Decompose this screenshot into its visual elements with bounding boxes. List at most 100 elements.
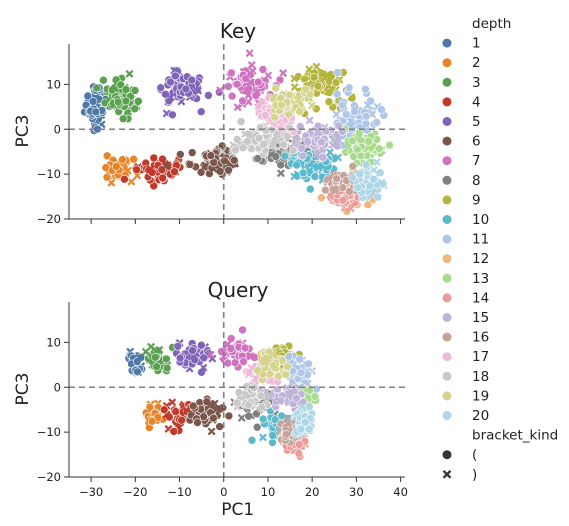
legend-label: 15 <box>472 310 489 326</box>
scatter-point <box>281 370 291 380</box>
y-tick-label: 0 <box>54 380 61 394</box>
legend-title-depth: depth <box>472 16 511 32</box>
scatter-point-x <box>135 353 144 362</box>
scatter-point-x <box>141 347 150 356</box>
scatter-point <box>256 391 266 401</box>
scatter-point-x <box>125 69 134 78</box>
scatter-point <box>356 151 366 161</box>
scatter-points <box>124 325 321 461</box>
scatter-point-x <box>245 49 254 58</box>
x-tick-label: 20 <box>305 485 320 499</box>
scatter-point <box>300 417 310 427</box>
legend-marker <box>442 352 452 362</box>
scatter-point <box>295 107 304 116</box>
scatter-point <box>345 187 354 196</box>
scatter-point-x <box>241 130 250 139</box>
scatter-point <box>332 89 342 99</box>
y-tick-label: 10 <box>46 335 61 349</box>
scatter-point <box>292 160 301 170</box>
scatter-point <box>334 121 344 131</box>
scatter-point <box>296 424 306 434</box>
scatter-point <box>91 107 101 117</box>
scatter-point-x <box>314 163 323 172</box>
scatter-point <box>304 359 313 369</box>
scatter-point <box>130 104 140 114</box>
scatter-point-x <box>344 143 353 151</box>
scatter-point-x <box>216 86 225 95</box>
scatter-point <box>229 156 239 165</box>
scatter-point <box>151 352 160 362</box>
scatter-point-x <box>325 148 334 157</box>
scatter-point <box>333 68 342 77</box>
scatter-point-x <box>351 105 360 114</box>
scatter-point <box>199 353 208 363</box>
scatter-point <box>321 185 330 195</box>
scatter-point-x <box>275 396 284 405</box>
scatter-point-x <box>293 138 302 147</box>
scatter-point <box>238 143 248 152</box>
legend-label: 12 <box>472 251 489 267</box>
scatter-point <box>355 169 364 179</box>
scatter-point <box>295 354 305 364</box>
scatter-point <box>247 435 257 445</box>
legend-label: 9 <box>472 192 481 208</box>
scatter-point <box>363 200 373 209</box>
legend-label: 4 <box>472 94 481 110</box>
scatter-point <box>288 146 298 155</box>
scatter-point-x <box>206 350 215 359</box>
scatter-point-x <box>334 136 343 144</box>
scatter-point <box>324 97 334 106</box>
scatter-point <box>270 113 279 122</box>
scatter-point-x <box>268 350 277 359</box>
legend-label: 17 <box>472 349 489 365</box>
scatter-point <box>177 415 186 425</box>
scatter-point <box>298 168 308 178</box>
scatter-point-x <box>162 161 170 170</box>
scatter-point <box>102 151 112 161</box>
legend-label: 2 <box>472 55 481 71</box>
scatter-point <box>188 401 198 411</box>
legend-marker <box>442 293 452 303</box>
x-tick-label: −20 <box>123 485 147 499</box>
scatter-point <box>253 154 263 163</box>
scatter-point <box>238 96 247 106</box>
scatter-point <box>197 340 206 350</box>
legend-marker <box>442 254 452 264</box>
scatter-point <box>364 137 374 146</box>
scatter-point <box>331 78 341 87</box>
scatter-point-x <box>324 87 333 96</box>
x-tick-label: 0 <box>220 485 227 499</box>
scatter-point <box>149 153 159 163</box>
scatter-point <box>365 181 375 191</box>
scatter-point-x <box>254 102 263 111</box>
scatter-point <box>239 357 248 366</box>
scatter-point <box>372 118 382 127</box>
scatter-point <box>294 440 304 449</box>
scatter-point <box>332 174 341 184</box>
scatter-point-x <box>209 165 218 173</box>
legend-marker <box>442 136 452 146</box>
legend-label: 16 <box>472 330 489 346</box>
scatter-point <box>230 358 240 368</box>
y-axis-label: PC3 <box>13 115 33 148</box>
scatter-point-x <box>372 158 381 167</box>
scatter-point <box>310 172 320 181</box>
legend-marker <box>442 156 452 166</box>
scatter-point <box>348 136 357 145</box>
scatter-point <box>224 166 233 175</box>
legend-marker <box>442 215 452 224</box>
scatter-point-x <box>168 398 177 407</box>
scatter-point <box>232 135 242 144</box>
scatter-point-x <box>270 141 279 150</box>
scatter-point <box>341 110 351 119</box>
x-tick-label: 10 <box>261 485 276 499</box>
scatter-point <box>173 341 183 351</box>
y-tick-label: −20 <box>37 212 61 226</box>
scatter-point-x <box>346 204 355 213</box>
legend-marker <box>442 58 452 68</box>
scatter-point <box>253 77 263 87</box>
legend-marker-circle <box>442 450 452 460</box>
scatter-point-x <box>127 177 136 186</box>
scatter-point <box>258 414 268 424</box>
scatter-point-x <box>253 88 262 97</box>
